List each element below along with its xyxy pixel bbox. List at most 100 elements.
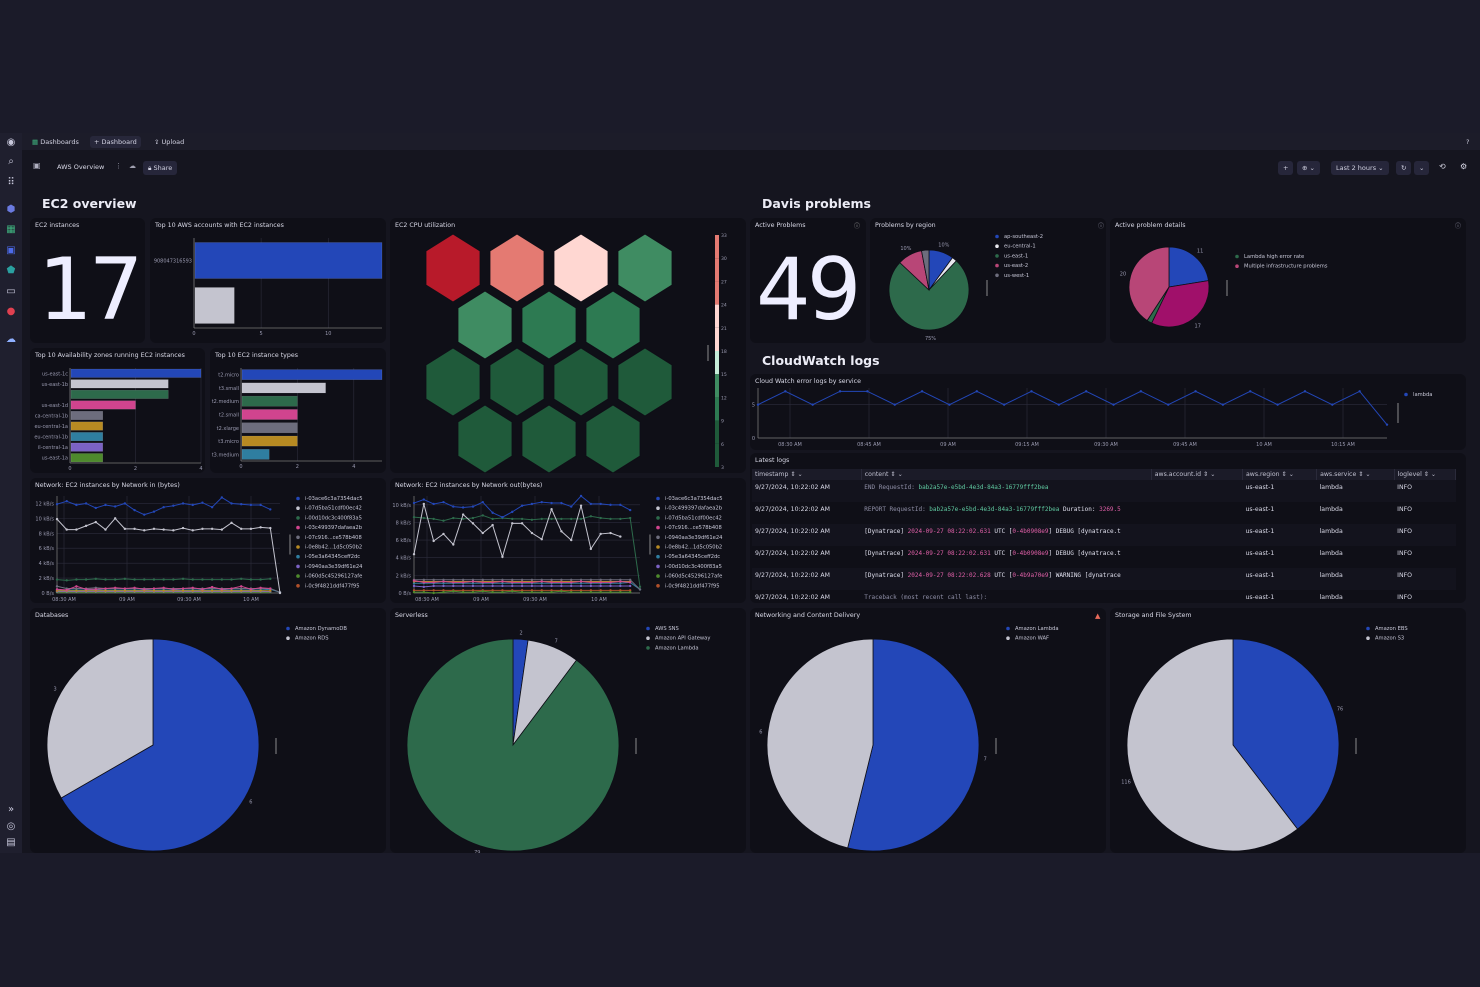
section-davis-problems: Davis problems [762, 196, 871, 211]
apps-grid-icon[interactable]: ⠿ [7, 177, 15, 188]
data-point [471, 582, 475, 585]
refresh-button[interactable]: ↻ [1396, 161, 1412, 175]
app-cube-icon[interactable]: ⬢ [6, 204, 16, 215]
y-tick-label: 0 B/s [42, 591, 55, 597]
data-point [181, 577, 185, 581]
segment-selector-button[interactable]: ⊕ ⌄ [1297, 161, 1320, 175]
problems-by-region-tile[interactable]: Problems by region 10% 75% 10% ap-southeast-… [870, 218, 1106, 343]
log-account-id [1151, 568, 1243, 590]
help-icon[interactable]: ? [1466, 138, 1470, 146]
data-point [133, 589, 136, 592]
data-point [599, 578, 602, 581]
notebooks-app-icon[interactable]: ▣ [6, 245, 16, 256]
legend-item: i-00d10dc3c400f83a5 [305, 515, 362, 521]
data-point [530, 589, 534, 592]
timeframe-selector[interactable]: Last 2 hours ⌄ [1331, 161, 1389, 175]
data-point [240, 527, 243, 531]
data-point [432, 502, 435, 506]
shield-app-icon[interactable]: ⬟ [6, 265, 16, 276]
column-header-loglevel[interactable]: loglevel ⇕ ⌄ [1394, 469, 1457, 480]
ec2-instances-count: 17 [38, 240, 143, 340]
log-row[interactable]: 9/27/2024, 10:22:02 AM [Dynatrace] 2024-0… [752, 524, 1456, 546]
data-point [55, 585, 59, 588]
data-point [540, 590, 543, 594]
color-scale-label: 33 [721, 233, 727, 239]
log-row[interactable]: 9/27/2024, 10:22:02 AM [Dynatrace] 2024-0… [752, 568, 1456, 590]
settings-gear-icon[interactable]: ⚙ [1460, 162, 1468, 171]
bar [70, 368, 202, 378]
data-point [628, 508, 632, 512]
user-profile-icon[interactable]: ▤ [6, 837, 16, 848]
column-header-aws-region[interactable]: aws.region ⇕ ⌄ [1242, 469, 1318, 480]
cwlogs-chart: 0 5 08:30 AM 08:45 AM 09 AM 09:15 AM 09:30 AM 0… [752, 388, 1432, 448]
upload-label: Upload [161, 138, 185, 146]
network-out-tile[interactable]: Network: EC2 instances by Network out(by… [390, 478, 746, 603]
data-point [481, 531, 484, 535]
data-point [579, 580, 583, 583]
category-label: us-east-1d [42, 403, 68, 409]
warning-icon[interactable]: ▲ [1095, 612, 1101, 620]
data-point [619, 580, 622, 583]
column-header-content[interactable]: content ⇕ ⌄ [861, 469, 1152, 480]
top-accounts-tile[interactable]: Top 10 AWS accounts with EC2 instances 0 5… [150, 218, 386, 343]
latest-logs-tile[interactable]: Latest logs timestamp ⇕ ⌄ content ⇕ ⌄ aws.… [750, 453, 1466, 603]
more-options-icon[interactable]: ⋮ [115, 162, 122, 170]
tile-title: Active problem details [1115, 222, 1186, 229]
log-row[interactable]: 9/27/2024, 10:22:02 AM Traceback (most re… [752, 590, 1456, 603]
column-header-timestamp[interactable]: timestamp ⇕ ⌄ [752, 469, 862, 480]
history-icon[interactable]: ⟲ [1439, 162, 1446, 171]
data-point [123, 502, 127, 505]
data-point [442, 582, 445, 585]
category-label: eu-central-1a [34, 424, 68, 430]
dashboards-app-icon[interactable]: ▦ [6, 224, 16, 235]
log-row[interactable]: 9/27/2024, 10:22:02 AM [Dynatrace] 2024-0… [752, 546, 1456, 568]
column-header-aws-account-id[interactable]: aws.account.id ⇕ ⌄ [1151, 469, 1243, 480]
ec2-instances-tile[interactable]: EC2 instances 17 [30, 218, 145, 343]
cpu-utilization-tile[interactable]: EC2 CPU utilization 33 30 27 24 21 18 15 12 9 6 3 [390, 218, 746, 473]
color-scale-segment [715, 374, 719, 398]
sidebar-toggle-icon[interactable]: ▣ [33, 161, 41, 170]
dashboards-app-tab[interactable]: ▦ Dashboards [28, 136, 83, 148]
data-point [1358, 390, 1361, 393]
networking-tile[interactable]: ▲ Networking and Content Delivery 7 6 Amazo… [750, 608, 1106, 853]
plus-icon: + [94, 138, 102, 146]
data-point [432, 591, 435, 595]
top-az-tile[interactable]: Top 10 Availability zones running EC2 in… [30, 348, 205, 473]
refresh-options-button[interactable]: ⌄ [1414, 161, 1430, 175]
storage-tile[interactable]: Storage and File System 76 116 Amazon EBS Am… [1110, 608, 1466, 853]
log-row[interactable]: 9/27/2024, 10:22:02 AM END RequestId: bab… [752, 480, 1456, 502]
data-point [84, 578, 88, 581]
top-instance-types-tile[interactable]: Top 10 EC2 instance types 0 2 4 t2.micro t3.s… [210, 348, 386, 473]
info-icon[interactable]: ⓘ [854, 223, 861, 230]
dashboard-title[interactable]: AWS Overview [57, 163, 105, 171]
expand-sidebar-icon[interactable]: » [7, 804, 15, 815]
databases-tile[interactable]: Databases 6 3 Amazon DynamoDB Amazon RDS [30, 608, 386, 853]
network-in-tile[interactable]: Network: EC2 instances by Network in (by… [30, 478, 386, 603]
active-problems-tile[interactable]: Active Problems ⓘ 49 [750, 218, 866, 343]
search-icon[interactable]: ⌕ [8, 156, 14, 167]
data-point [249, 578, 253, 581]
log-row[interactable]: 9/27/2024, 10:22:02 AM REPORT RequestId: … [752, 502, 1456, 524]
help-support-icon[interactable]: ◎ [6, 821, 16, 832]
new-dashboard-button[interactable]: + Dashboard [90, 136, 141, 148]
slice-label: 10% [938, 242, 949, 248]
data-point [461, 590, 465, 594]
add-tile-button[interactable]: + [1278, 161, 1294, 175]
problems-app-icon[interactable]: ● [6, 306, 16, 317]
hexagon-cell [425, 347, 481, 417]
aws-cloud-app-icon[interactable]: ☁ [6, 334, 16, 345]
slice-label: 75% [925, 336, 936, 342]
dynatrace-logo-icon[interactable]: ◉ [6, 137, 16, 148]
log-level: INFO [1397, 550, 1413, 557]
y-tick-label: 2 kB/s [39, 576, 55, 582]
top-bar: ▦ Dashboards + Dashboard ⇪ Upload ? [22, 133, 1480, 150]
upload-button[interactable]: ⇪ Upload [150, 136, 188, 148]
data-point [471, 578, 475, 581]
cloudwatch-error-logs-tile[interactable]: Cloud Watch error logs by service 0 5 08:30… [750, 374, 1466, 450]
serverless-tile[interactable]: Serverless 2 7 79 AWS SNS Amazon API Gateway A… [390, 608, 746, 853]
monitor-app-icon[interactable]: ▭ [6, 286, 16, 297]
data-point [230, 521, 233, 525]
active-problem-details-tile[interactable]: Active problem details 11 17 20 Lambda high … [1110, 218, 1466, 343]
share-button[interactable]: 🔒︎ Share [143, 161, 178, 175]
column-header-aws-service[interactable]: aws.service ⇕ ⌄ [1316, 469, 1395, 480]
